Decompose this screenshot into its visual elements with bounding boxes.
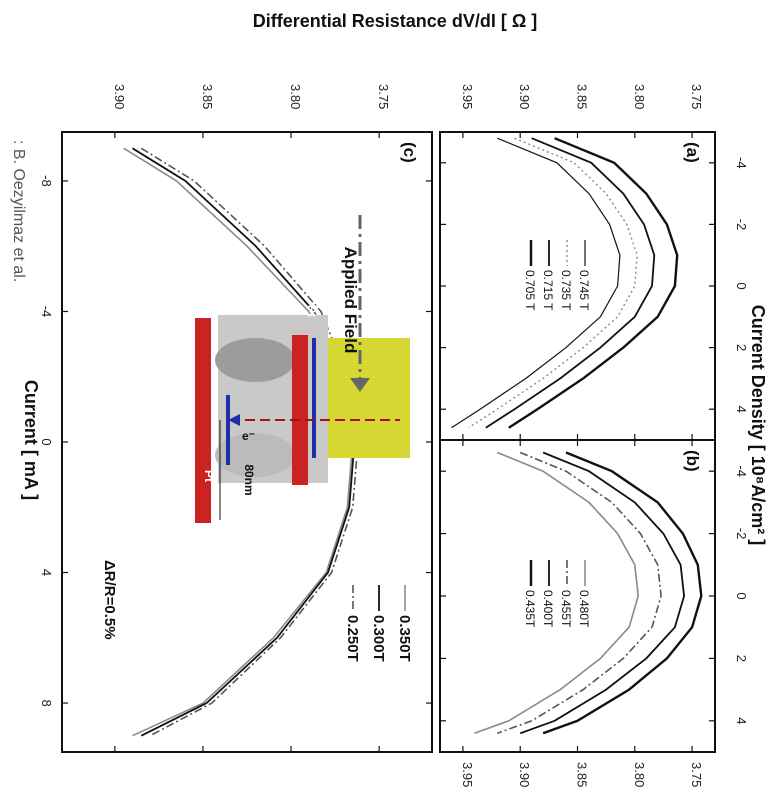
panel-label: (c) [400, 142, 419, 163]
x-tick-label: 4 [734, 406, 749, 413]
legend-label: 0.745 T [577, 270, 591, 311]
y-tick-label: 3.95 [460, 762, 475, 787]
x-tick-label: 0 [734, 592, 749, 599]
series-line [485, 137, 656, 429]
inset-co-layer-bottom [226, 395, 230, 465]
inset-electron-label: e⁻ [242, 429, 255, 443]
y-tick-label: 3.85 [575, 762, 590, 787]
series-line [519, 451, 686, 735]
x-tick-label: 0 [734, 282, 749, 289]
legend-label: 0.480T [577, 590, 591, 628]
inset-electron-arrow [228, 414, 240, 426]
inset-layer-label: Pt [305, 305, 319, 317]
x-axis-top-title: Current Density [ 10⁸A/cm² ] [748, 305, 768, 546]
inset-layer-label: Cu [392, 305, 406, 321]
legend-label: 0.705 T [523, 270, 537, 311]
applied-field-arrowhead [350, 378, 370, 392]
x-tick-label: -2 [734, 528, 749, 540]
y-tick-label: 3.75 [376, 84, 391, 109]
delta-r-annotation: ΔR/R=0.5% [101, 560, 118, 640]
series-line [474, 451, 640, 735]
inset-layer-label: Cu [392, 470, 406, 486]
x-tick-label: 2 [734, 655, 749, 662]
y-tick-label: 3.75 [689, 84, 704, 109]
series-line [508, 137, 679, 429]
inset-pt-top [292, 335, 308, 485]
inset-sphere-top [215, 338, 295, 382]
x-tick-label: 8 [39, 699, 54, 706]
inset-sphere-bottom [215, 433, 295, 477]
y-tick-label: 3.85 [200, 84, 215, 109]
y-tick-label: 3.95 [460, 84, 475, 109]
legend-label: 0.735 T [559, 270, 573, 311]
series-line [451, 137, 621, 429]
legend-label: 0.300T [370, 615, 387, 662]
legend-label: 0.715 T [541, 270, 555, 311]
inset-layer-label: Co [382, 470, 396, 486]
legend-label: 0.350T [396, 615, 413, 662]
legend-label: 0.455T [559, 590, 573, 628]
series-line [542, 451, 703, 735]
y-tick-label: 3.90 [517, 84, 532, 109]
y-tick-label: 3.80 [632, 84, 647, 109]
scale-label: 80nm [242, 464, 256, 495]
inset-layer-label: Pt [202, 470, 216, 482]
inset-layer-label: Co [382, 305, 396, 321]
inset-co-layer-top [312, 338, 316, 458]
panel-label: (a) [683, 142, 702, 163]
inset-layer-label: Cu [372, 305, 386, 321]
credit-text: : B. Oezyilmaz et al. [10, 140, 27, 282]
x-tick-label: -4 [39, 306, 54, 318]
x-axis-bottom-title: Current [ mA ] [21, 380, 41, 500]
inset-layer-label: Cu [372, 470, 386, 486]
y-axis-title: Differential Resistance dV/dI [ Ω ] [253, 11, 538, 31]
panel-label: (b) [683, 450, 702, 472]
applied-field-label: Applied Field [341, 247, 360, 354]
y-tick-label: 3.85 [575, 84, 590, 109]
x-tick-label: 2 [734, 344, 749, 351]
x-tick-label: -8 [39, 175, 54, 187]
y-tick-label: 3.90 [112, 84, 127, 109]
inset-pt-bottom [195, 318, 211, 523]
y-tick-label: 3.80 [632, 762, 647, 787]
series-line [497, 451, 662, 735]
legend-label: 0.435T [523, 590, 537, 628]
x-tick-label: 4 [734, 717, 749, 724]
y-tick-label: 3.90 [517, 762, 532, 787]
x-tick-label: 4 [39, 569, 54, 576]
y-tick-label: 3.80 [288, 84, 303, 109]
x-tick-label: -2 [734, 219, 749, 231]
legend-label: 0.250T [344, 615, 361, 662]
x-tick-label: -4 [734, 157, 749, 169]
legend-label: 0.400T [541, 590, 555, 628]
x-tick-label: 0 [39, 438, 54, 445]
x-tick-label: -4 [734, 465, 749, 477]
y-tick-label: 3.75 [689, 762, 704, 787]
